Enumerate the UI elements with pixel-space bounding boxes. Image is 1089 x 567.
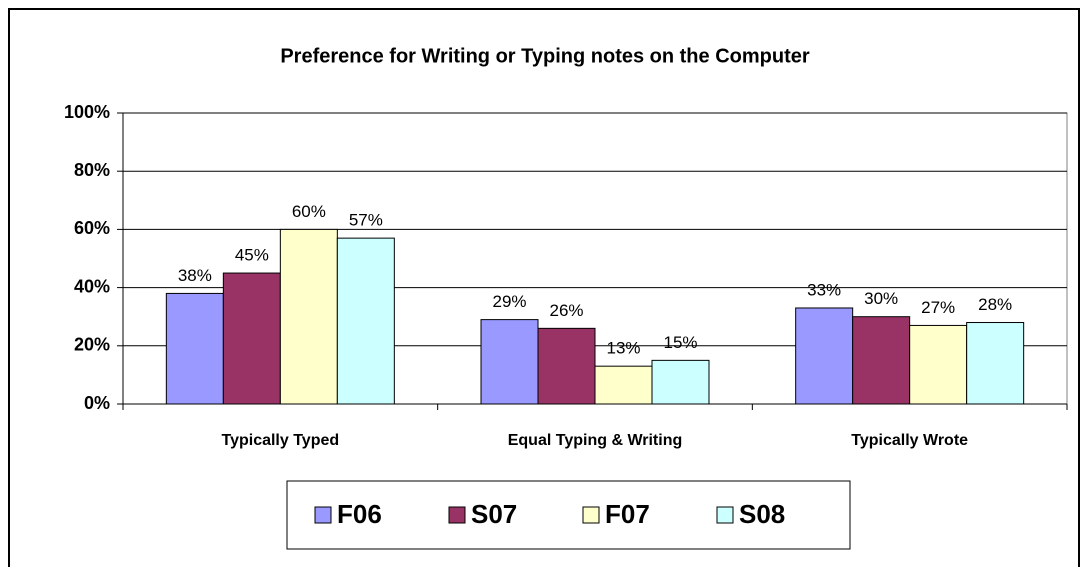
bar [165,292,224,405]
y-tick-label: 20% [74,335,110,355]
data-label: 33% [807,280,841,299]
legend-label: F07 [605,499,650,529]
data-label: 45% [235,246,269,265]
x-tick-label: Typically Typed [221,432,339,449]
bar [594,365,653,405]
bar [651,359,710,405]
y-tick-label: 0% [84,393,110,413]
bar [795,307,854,405]
legend-box [286,480,851,550]
bar [336,237,395,405]
data-label: 26% [549,301,583,320]
legend-swatch [314,506,332,524]
data-label: 38% [178,266,212,285]
bar [537,327,596,405]
bar [852,316,911,405]
legend-label: S07 [471,499,517,529]
bar [480,319,539,405]
y-tick-label: 40% [74,276,110,296]
data-label: 30% [864,289,898,308]
chart-title: Preference for Writing or Typing notes o… [280,45,810,67]
legend-label: F06 [337,499,382,529]
legend-label: S08 [739,499,785,529]
data-label: 27% [921,298,955,317]
bar [966,322,1025,405]
legend-swatch [448,506,466,524]
legend-swatch [716,506,734,524]
data-label: 57% [349,211,383,230]
x-tick-label: Equal Typing & Writing [508,432,683,449]
y-tick-label: 60% [74,218,110,238]
bar [909,324,968,405]
legend-swatch [582,506,600,524]
data-label: 60% [292,202,326,221]
y-tick-label: 80% [74,160,110,180]
data-label: 13% [606,339,640,358]
data-label: 29% [492,292,526,311]
bar [279,228,338,405]
bar [222,272,281,405]
x-tick-label: Typically Wrote [851,432,968,449]
data-label: 15% [663,333,697,352]
y-tick-label: 100% [64,102,110,122]
data-label: 28% [978,295,1012,314]
